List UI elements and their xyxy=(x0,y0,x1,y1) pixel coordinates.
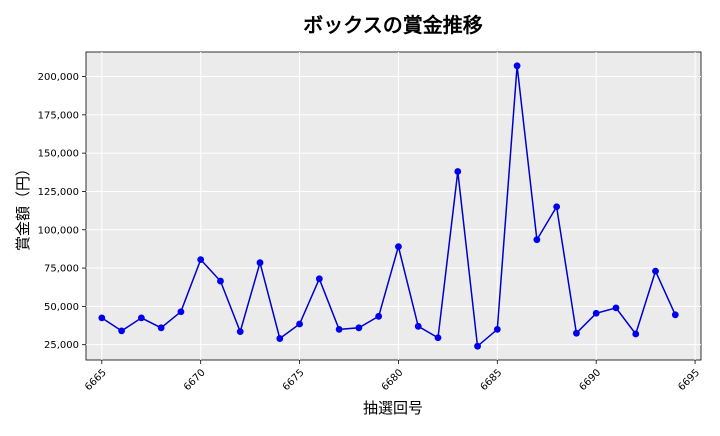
data-point xyxy=(118,327,125,335)
series-line xyxy=(101,65,676,348)
data-point xyxy=(256,259,264,267)
data-point xyxy=(276,335,284,342)
y-axis: 25,000 50,000 75,000 100,000 125,000 150,000 1… xyxy=(38,72,86,351)
data-point xyxy=(612,304,620,312)
y-tick-label: 100,000 xyxy=(38,225,79,236)
data-point xyxy=(315,275,323,283)
y-tick-label: 25,000 xyxy=(44,340,79,351)
x-axis-label: 抽選回号 xyxy=(363,399,423,417)
data-point xyxy=(375,312,383,320)
x-tick-label: 6665 xyxy=(83,367,109,393)
y-tick-label: 50,000 xyxy=(44,302,79,313)
data-point xyxy=(197,256,205,264)
x-tick-label: 6690 xyxy=(577,367,603,393)
data-point xyxy=(355,324,363,332)
data-point xyxy=(414,322,422,330)
x-tick-label: 6685 xyxy=(479,367,505,393)
data-point xyxy=(98,314,106,322)
plot-background xyxy=(85,51,702,361)
data-point xyxy=(474,342,481,350)
data-point xyxy=(573,329,580,337)
y-axis-label: 賞金額（円） xyxy=(14,161,32,251)
y-tick-label: 200,000 xyxy=(38,72,79,83)
chart-title: ボックスの賞金推移 xyxy=(303,13,482,37)
y-tick-label: 175,000 xyxy=(38,110,79,121)
data-point xyxy=(671,311,679,319)
data-point xyxy=(592,309,600,317)
data-point xyxy=(652,267,659,275)
data-point xyxy=(553,203,561,211)
x-tick-label: 6675 xyxy=(281,367,307,393)
data-point xyxy=(513,62,521,70)
series xyxy=(98,62,679,350)
x-tick-label: 6680 xyxy=(380,367,406,393)
data-point xyxy=(533,236,541,244)
grid xyxy=(86,52,701,360)
data-point xyxy=(395,243,402,251)
data-point xyxy=(137,314,145,322)
data-point xyxy=(217,277,224,285)
data-point xyxy=(157,324,165,332)
y-tick-label: 125,000 xyxy=(38,187,79,198)
data-point xyxy=(632,330,640,338)
data-point xyxy=(236,328,244,336)
data-point xyxy=(493,325,501,333)
data-point xyxy=(454,168,462,175)
x-axis: 6665 6670 6675 6680 6685 6690 6695 xyxy=(83,360,702,393)
data-point xyxy=(335,325,343,333)
y-tick-label: 150,000 xyxy=(38,149,79,160)
y-tick-label: 75,000 xyxy=(44,264,79,275)
data-point xyxy=(434,334,442,342)
data-point xyxy=(177,308,185,316)
data-point xyxy=(296,320,303,328)
x-tick-label: 6695 xyxy=(676,367,702,393)
x-tick-label: 6670 xyxy=(182,367,208,393)
